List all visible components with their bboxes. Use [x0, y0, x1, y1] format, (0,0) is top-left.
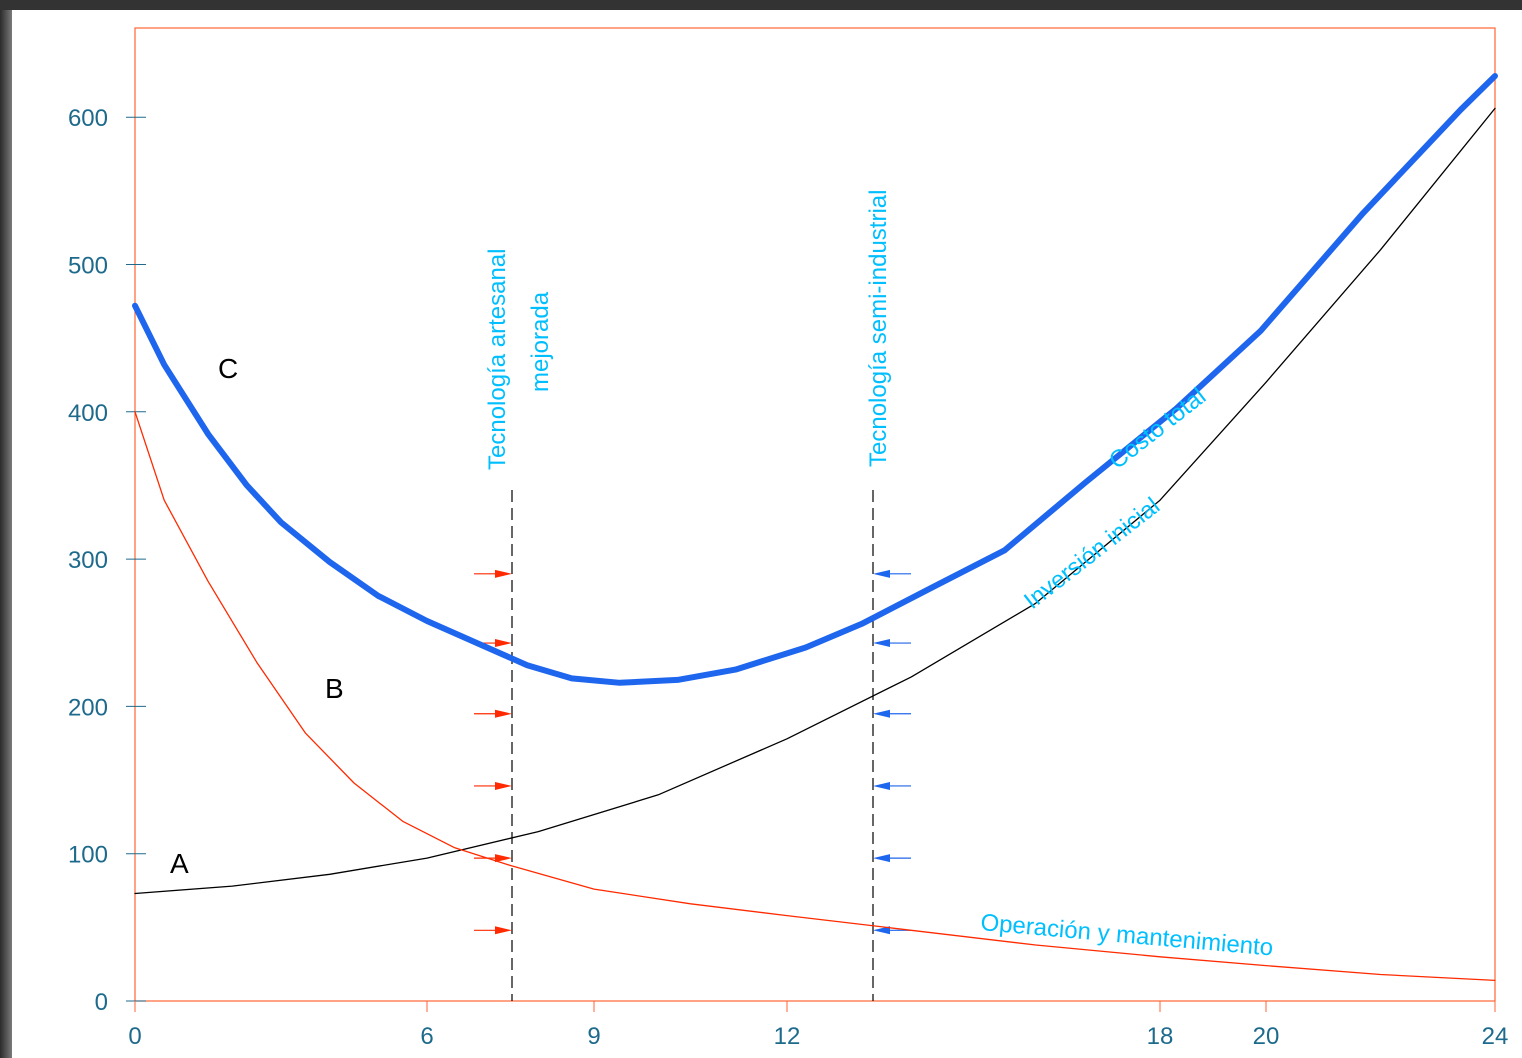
x-tick-label: 12: [774, 1023, 801, 1050]
curve-label-a: A: [170, 848, 189, 879]
y-tick-label: 600: [68, 105, 108, 132]
curve-label-b: B: [325, 673, 344, 704]
chart-series: [132, 73, 1498, 982]
x-tick-label: 18: [1147, 1023, 1174, 1050]
y-tick-label: 100: [68, 842, 108, 869]
arrow-right-head: [495, 709, 512, 718]
arrow-left-head: [873, 709, 890, 718]
curve-label-c: C: [218, 353, 238, 384]
series-label-inversion-inicial: Inversión inicial: [1019, 492, 1165, 614]
arrow-right-head: [495, 569, 512, 578]
y-tick-label: 400: [68, 400, 108, 427]
plot-background: [12, 10, 1522, 1058]
x-tick-label: 0: [128, 1023, 141, 1050]
x-tick-label: 24: [1482, 1023, 1509, 1050]
series-inversion-inicial-line: [134, 107, 1496, 895]
arrow-right-head: [495, 926, 512, 935]
technology-markers: [511, 490, 874, 1001]
y-tick-label: 300: [68, 547, 108, 574]
y-tick-label: 200: [68, 694, 108, 721]
x-tick-label: 6: [420, 1023, 433, 1050]
arrow-left-head: [873, 854, 890, 863]
arrow-left-head: [873, 781, 890, 790]
series-operacion-line: [134, 411, 1496, 982]
x-axis-ticks: 0 6 9 12 18 20 24: [128, 1001, 1508, 1050]
window-frame-top: [0, 0, 1522, 10]
plot-frame: [134, 27, 1496, 1002]
arrow-right-head: [495, 854, 512, 863]
y-axis-ticks: 0 100 200 300 400 500 600: [68, 105, 146, 1016]
range-arrows: [474, 569, 911, 935]
arrow-left-head: [873, 639, 890, 648]
arrow-right-head: [495, 781, 512, 790]
window-frame-left: [0, 0, 12, 1058]
x-tick-label: 20: [1253, 1023, 1280, 1050]
series-costo-total-line: [132, 73, 1498, 686]
annotation-artesanal: Tecnología artesanal: [484, 249, 511, 470]
arrow-left-head: [873, 926, 890, 935]
x-tick-label: 9: [587, 1023, 600, 1050]
y-tick-label: 0: [95, 989, 108, 1016]
y-tick-label: 500: [68, 253, 108, 280]
annotation-semi-industrial: Tecnología semi-industrial: [865, 190, 892, 467]
arrow-left-head: [873, 569, 890, 578]
annotation-mejorada: mejorada: [527, 291, 554, 392]
arrow-right-head: [495, 639, 512, 648]
